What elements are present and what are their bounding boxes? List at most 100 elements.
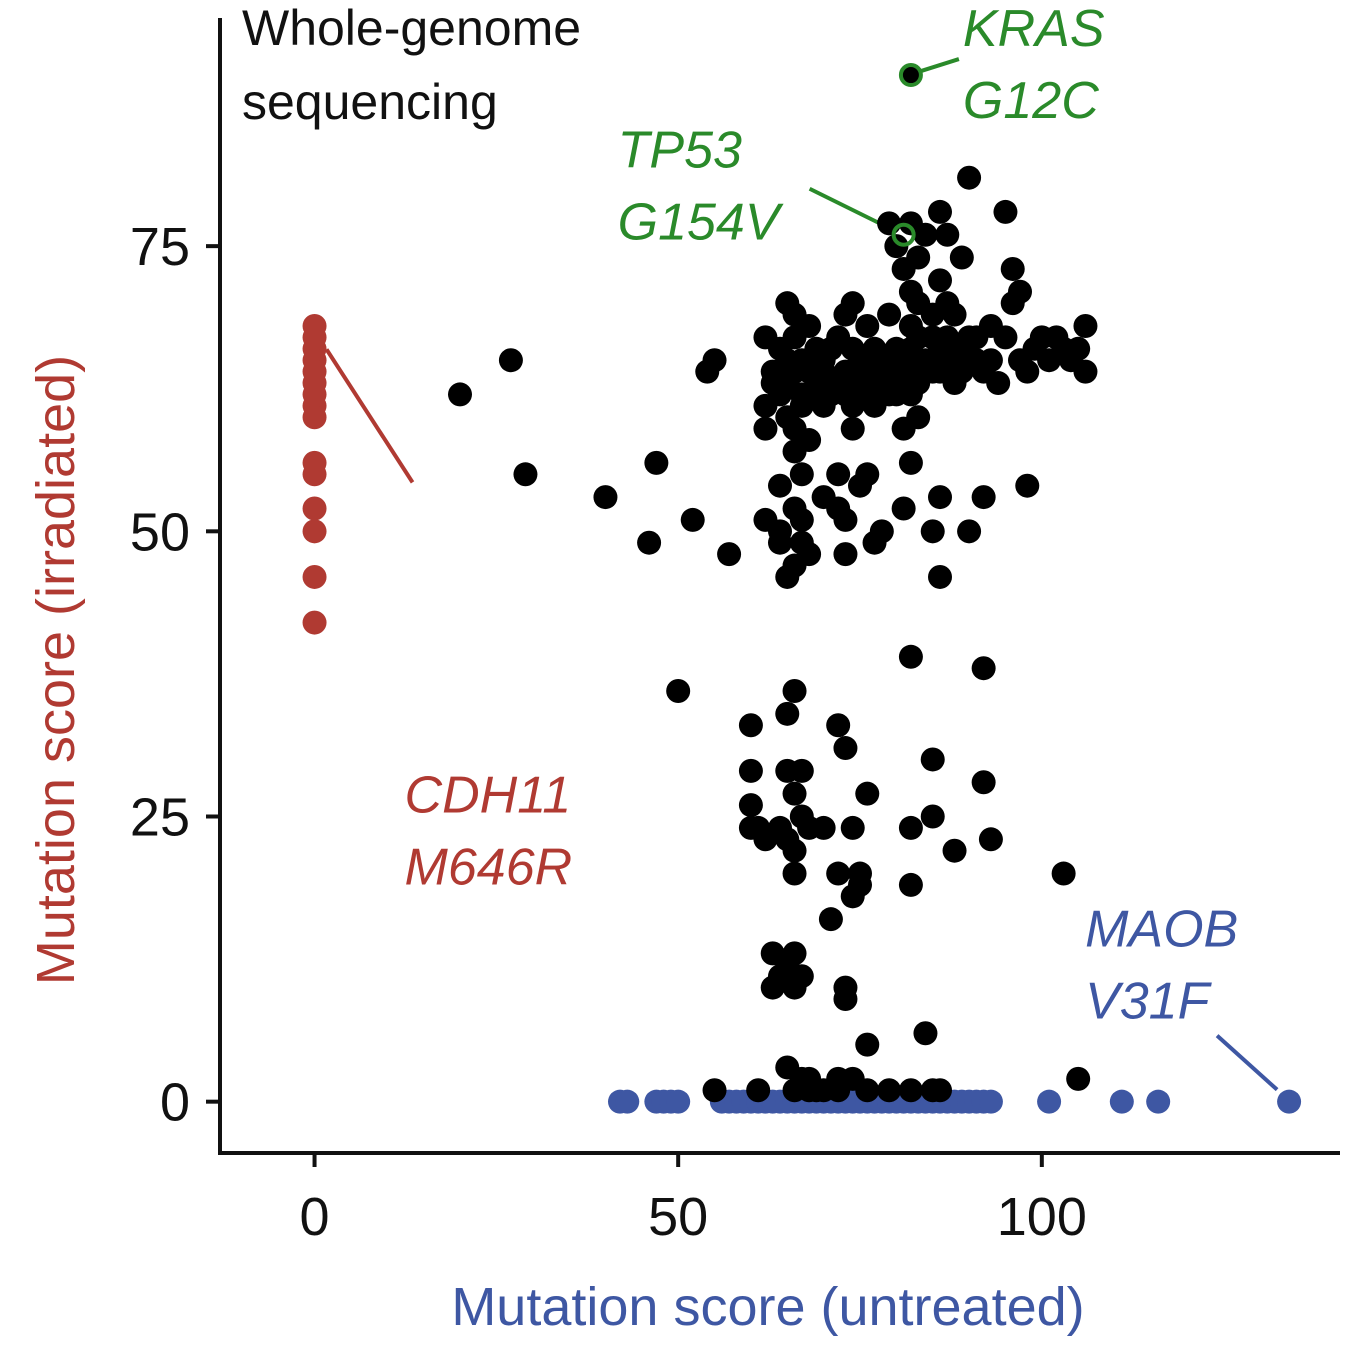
axis-ticks: 0 50 100 0 25 50 75: [130, 217, 1087, 1247]
data-point: [833, 507, 858, 532]
annotation-label: TP53 G154V: [618, 122, 784, 252]
data-point: [920, 804, 945, 829]
data-point: [906, 405, 931, 430]
data-point: [302, 564, 327, 589]
data-point: [1073, 313, 1098, 338]
data-point: [971, 770, 996, 795]
annotation-labels: CDH11 M646R TP53 G154V KRAS G12C MAOB V31F: [405, 0, 1239, 1031]
data-point: [1066, 336, 1091, 361]
data-point: [513, 462, 538, 487]
data-point: [498, 348, 523, 373]
x-tick-label: 50: [648, 1187, 708, 1247]
data-point: [789, 462, 814, 487]
data-point: [1051, 861, 1076, 886]
highlighted-point: [891, 222, 916, 247]
x-tick-label: 0: [300, 1187, 330, 1247]
data-point: [848, 872, 872, 897]
data-point: [949, 245, 974, 270]
data-point: [891, 496, 916, 521]
data-point: [746, 1078, 771, 1103]
data-point: [1037, 1089, 1062, 1114]
data-point: [738, 713, 763, 738]
data-point: [811, 815, 836, 840]
data-point: [898, 450, 923, 475]
data-point: [768, 473, 792, 498]
data-point: [993, 325, 1018, 350]
panel-title: Whole-genome sequencing: [242, 0, 595, 130]
data-point: [789, 964, 814, 989]
data-point: [833, 542, 858, 567]
data-point: [928, 268, 952, 293]
y-tick-label: 50: [130, 502, 190, 562]
data-point: [789, 758, 814, 783]
annotation-leader-line: [1215, 1034, 1279, 1092]
data-point: [993, 199, 1018, 224]
annotation-gene: TP53: [618, 122, 742, 180]
data-point: [978, 1089, 1003, 1114]
data-point: [302, 462, 327, 487]
data-point: [826, 462, 851, 487]
data-point: [986, 371, 1011, 396]
annotation-variant: M646R: [405, 838, 573, 896]
data-point: [920, 519, 945, 544]
data-point: [637, 530, 662, 555]
data-point: [957, 519, 982, 544]
data-point: [978, 348, 1003, 373]
data-points: [302, 63, 1302, 1114]
data-point: [302, 610, 327, 635]
data-point: [775, 701, 800, 726]
data-point: [855, 462, 880, 487]
annotation-variant: G154V: [618, 194, 784, 252]
data-point: [1066, 1066, 1091, 1091]
data-point: [913, 222, 938, 247]
y-tick-label: 0: [160, 1073, 190, 1133]
data-point: [928, 199, 952, 224]
data-point: [702, 1078, 727, 1103]
data-point: [680, 507, 705, 532]
data-point: [942, 838, 967, 863]
data-point: [928, 1078, 952, 1103]
data-point: [833, 987, 858, 1012]
data-point: [818, 907, 843, 932]
data-point: [840, 1066, 865, 1091]
data-point: [789, 507, 814, 532]
data-point: [797, 313, 822, 338]
annotation-leader-line: [324, 348, 415, 484]
data-point: [971, 656, 996, 681]
data-point: [768, 530, 792, 555]
data-point: [448, 382, 472, 407]
data-point: [797, 428, 822, 453]
data-point: [1109, 1089, 1134, 1114]
data-point: [877, 1078, 902, 1103]
data-point: [644, 450, 669, 475]
data-point: [302, 519, 327, 544]
data-point: [833, 736, 858, 761]
data-point: [666, 1089, 691, 1114]
data-point: [957, 165, 982, 190]
data-point: [855, 1032, 880, 1057]
annotation-label: MAOB V31F: [1085, 901, 1238, 1031]
data-point: [666, 679, 691, 704]
data-point: [898, 1078, 923, 1103]
data-point: [855, 313, 880, 338]
data-point: [906, 245, 931, 270]
data-point: [782, 781, 807, 806]
highlighted-point: [898, 63, 923, 88]
data-point: [840, 291, 865, 316]
data-point: [978, 827, 1003, 852]
data-point: [928, 485, 952, 510]
data-point: [717, 542, 742, 567]
data-point: [1015, 359, 1040, 384]
annotation-gene: KRAS: [963, 0, 1105, 58]
data-point: [615, 1089, 640, 1114]
data-point: [840, 815, 865, 840]
data-point: [782, 941, 807, 966]
annotation-leader-line: [920, 57, 960, 73]
data-point: [935, 222, 960, 247]
data-point: [877, 211, 902, 236]
data-point: [302, 496, 327, 521]
data-point: [782, 679, 807, 704]
data-point: [869, 519, 894, 544]
x-tick-label: 100: [997, 1187, 1087, 1247]
